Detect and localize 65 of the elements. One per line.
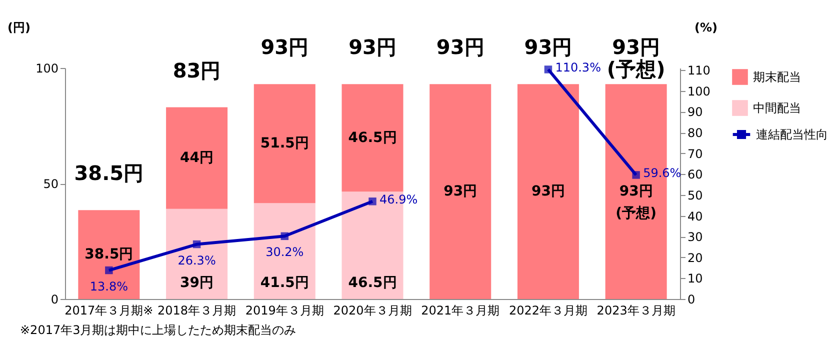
bar bbox=[430, 84, 492, 299]
y2-tick-label: 40 bbox=[688, 209, 703, 224]
bar bbox=[78, 210, 140, 299]
y2-tick-label: 110 bbox=[688, 64, 710, 78]
x-tick-label: 2017年３月期※ bbox=[64, 304, 154, 318]
bar bbox=[166, 107, 228, 209]
data-label: 39円 bbox=[180, 275, 214, 291]
y2-tick-label: 90 bbox=[688, 105, 703, 120]
y2-tick-label: 10 bbox=[688, 272, 703, 286]
x-tick-label: 2019年３月期 bbox=[245, 304, 324, 318]
y2-tick-label: 30 bbox=[688, 230, 703, 244]
point bbox=[544, 66, 552, 74]
y-tick-label: 0 bbox=[50, 292, 58, 306]
point bbox=[280, 232, 289, 240]
data-label: 46.9% bbox=[380, 192, 418, 206]
bar bbox=[342, 84, 404, 192]
y-axis-title: (円) bbox=[8, 20, 30, 34]
y2-tick-label: 20 bbox=[688, 250, 703, 265]
total-label: 93円 bbox=[436, 35, 484, 60]
text: ※2017年3月期は期中に上場したため期末配当のみ bbox=[20, 323, 296, 337]
total-label: 38.5円 bbox=[74, 161, 144, 186]
x-tick-label: 2020年３月期 bbox=[333, 304, 412, 318]
data-label: 59.6% bbox=[643, 166, 682, 180]
total-label: 93円 bbox=[524, 35, 572, 60]
total-label: 93円 (予想) bbox=[606, 35, 666, 82]
data-label: 93円 bbox=[531, 184, 565, 200]
data-label: 13.8% bbox=[90, 279, 128, 294]
point bbox=[192, 240, 201, 248]
y2-tick-label: 70 bbox=[688, 146, 703, 161]
y2-tick-label: 50 bbox=[688, 188, 703, 202]
data-label: 93円 (予想) bbox=[616, 184, 656, 222]
x-tick-label: 2021年３月期 bbox=[421, 304, 500, 318]
x-tick-label: 2022年３月期 bbox=[508, 304, 588, 318]
y2-axis-title: (%) bbox=[694, 20, 718, 34]
data-label: 38.5円 bbox=[84, 246, 134, 263]
total-label: 93円 bbox=[260, 35, 309, 60]
data-label: 46.5円 bbox=[348, 130, 397, 146]
y2-tick-label: 60 bbox=[688, 168, 703, 182]
point bbox=[368, 198, 376, 206]
bar bbox=[254, 84, 316, 204]
total-label: 93円 bbox=[348, 35, 396, 60]
point bbox=[632, 171, 640, 179]
bar bbox=[254, 203, 316, 299]
data-label: 51.5円 bbox=[260, 136, 309, 152]
total-label: 83円 bbox=[172, 58, 221, 82]
x-tick-label: 2018年３月期 bbox=[158, 304, 236, 318]
y-tick-label: 100 bbox=[36, 62, 58, 76]
bar bbox=[166, 208, 228, 299]
point bbox=[105, 266, 113, 274]
data-label: 93円 bbox=[444, 184, 478, 200]
y2-tick-label: 100 bbox=[688, 84, 710, 98]
data-label: 46.5円 bbox=[348, 275, 397, 291]
data-label: 44円 bbox=[180, 150, 214, 166]
legend-label: 連結配当性向 bbox=[756, 128, 828, 142]
y2-tick-label: 0 bbox=[688, 292, 696, 306]
data-label: 26.3% bbox=[178, 253, 216, 268]
legend-label: 期末配当 bbox=[753, 70, 801, 84]
y-tick-label: 50 bbox=[43, 177, 58, 191]
data-label: 30.2% bbox=[266, 245, 304, 260]
data-label: 41.5円 bbox=[260, 275, 309, 291]
data-label: 110.3% bbox=[555, 60, 601, 74]
y2-tick-label: 80 bbox=[688, 126, 703, 140]
bar bbox=[517, 84, 579, 299]
legend-label: 中間配当 bbox=[753, 101, 801, 115]
x-tick-label: 2023年３月期 bbox=[596, 304, 676, 318]
